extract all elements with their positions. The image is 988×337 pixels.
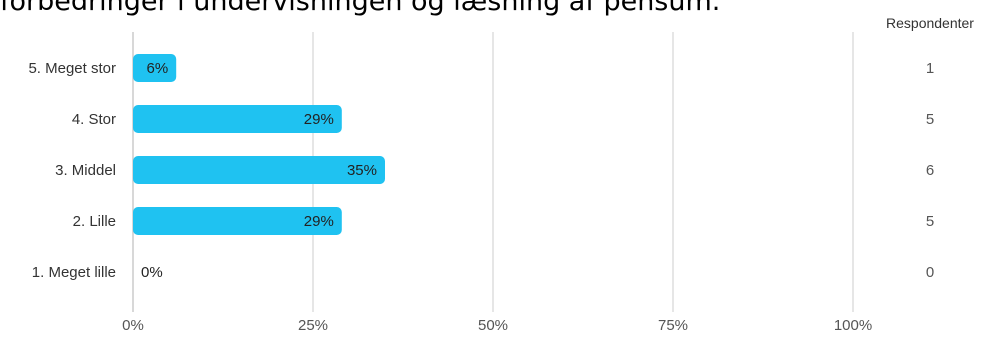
bar xyxy=(133,207,342,235)
respondent-count: 0 xyxy=(926,264,934,281)
x-tick-label: 0% xyxy=(122,317,144,332)
category-label: 2. Lille xyxy=(73,213,116,230)
x-tick-label: 25% xyxy=(298,317,328,332)
x-tick-label: 75% xyxy=(658,317,688,332)
category-label: 5. Meget stor xyxy=(28,60,116,77)
respondent-count: 1 xyxy=(926,60,934,77)
respondents-header: Respondenter xyxy=(886,15,974,31)
x-tick-label: 50% xyxy=(478,317,508,332)
bar xyxy=(133,54,177,82)
category-label: 3. Middel xyxy=(55,162,116,179)
bar-value-label: 0% xyxy=(141,264,163,281)
chart-title: forbedringer i undervisningen og læsning… xyxy=(0,0,721,17)
category-label: 4. Stor xyxy=(72,111,116,128)
bar xyxy=(133,105,342,133)
bar-value-label: 29% xyxy=(304,213,334,230)
bar xyxy=(133,156,385,184)
bar-value-label: 29% xyxy=(304,111,334,128)
bar-value-label: 6% xyxy=(147,60,169,77)
respondent-count: 5 xyxy=(926,213,934,230)
category-label: 1. Meget lille xyxy=(32,264,116,281)
x-tick-label: 100% xyxy=(834,317,872,332)
bar-value-label: 35% xyxy=(347,162,377,179)
respondent-count: 5 xyxy=(926,111,934,128)
respondent-count: 6 xyxy=(926,162,934,179)
